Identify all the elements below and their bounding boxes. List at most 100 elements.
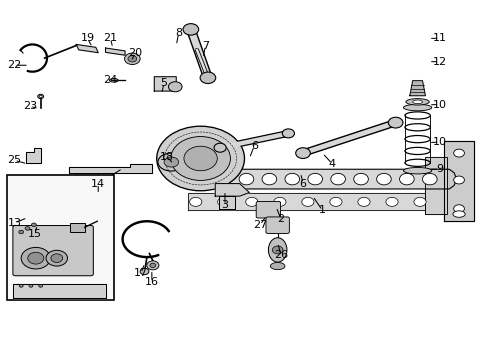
Ellipse shape (158, 153, 184, 171)
Text: 16: 16 (144, 277, 159, 287)
Ellipse shape (353, 174, 367, 185)
Text: 18: 18 (159, 152, 173, 162)
Ellipse shape (168, 82, 182, 92)
Text: 11: 11 (432, 33, 446, 43)
Polygon shape (13, 284, 105, 298)
Ellipse shape (124, 53, 140, 64)
Text: 3: 3 (221, 200, 228, 210)
FancyBboxPatch shape (265, 217, 289, 233)
Bar (70, 223, 84, 232)
Ellipse shape (39, 95, 42, 98)
Polygon shape (424, 157, 446, 214)
Circle shape (157, 126, 244, 191)
Text: 19: 19 (80, 33, 94, 43)
Text: 10: 10 (432, 100, 446, 110)
Ellipse shape (453, 205, 464, 213)
Ellipse shape (150, 263, 156, 267)
Polygon shape (76, 173, 98, 202)
Text: 12: 12 (431, 57, 446, 67)
Polygon shape (215, 184, 249, 196)
Circle shape (183, 146, 217, 171)
Text: 17: 17 (134, 268, 148, 278)
Ellipse shape (399, 174, 413, 185)
Ellipse shape (387, 117, 402, 128)
Ellipse shape (403, 167, 431, 174)
Ellipse shape (31, 223, 36, 226)
Ellipse shape (330, 174, 345, 185)
Ellipse shape (453, 176, 464, 184)
Ellipse shape (412, 100, 422, 104)
Polygon shape (69, 164, 152, 173)
Text: 1: 1 (318, 206, 325, 216)
Ellipse shape (200, 72, 215, 84)
Ellipse shape (82, 184, 91, 190)
Circle shape (21, 247, 50, 269)
Ellipse shape (38, 94, 43, 99)
Text: 13: 13 (7, 218, 21, 228)
Ellipse shape (307, 174, 322, 185)
Polygon shape (188, 169, 456, 189)
FancyBboxPatch shape (256, 202, 280, 218)
Text: 15: 15 (28, 229, 42, 239)
Text: 14: 14 (91, 179, 105, 189)
Polygon shape (105, 48, 125, 55)
Text: 5: 5 (160, 78, 167, 88)
Text: 7: 7 (202, 41, 209, 50)
Ellipse shape (39, 284, 42, 287)
Text: 22: 22 (7, 60, 21, 70)
Ellipse shape (413, 197, 425, 206)
Text: 9: 9 (435, 164, 442, 174)
Ellipse shape (272, 246, 283, 254)
Ellipse shape (282, 129, 294, 138)
Ellipse shape (189, 197, 202, 206)
Ellipse shape (140, 268, 149, 275)
Ellipse shape (214, 143, 226, 152)
Polygon shape (409, 81, 425, 96)
Polygon shape (219, 196, 234, 209)
Ellipse shape (329, 197, 341, 206)
Ellipse shape (295, 148, 310, 158)
Ellipse shape (19, 284, 23, 287)
Ellipse shape (376, 174, 390, 185)
FancyBboxPatch shape (13, 226, 93, 276)
Ellipse shape (109, 78, 118, 82)
Text: 2: 2 (277, 215, 284, 224)
Ellipse shape (193, 174, 207, 185)
Polygon shape (444, 140, 473, 221)
Text: 10: 10 (432, 138, 446, 147)
Polygon shape (26, 148, 41, 163)
Ellipse shape (270, 262, 285, 270)
Ellipse shape (262, 174, 276, 185)
Ellipse shape (357, 197, 369, 206)
Text: 6: 6 (299, 179, 306, 189)
Ellipse shape (19, 230, 23, 234)
Circle shape (170, 136, 230, 180)
Ellipse shape (29, 284, 33, 287)
Ellipse shape (405, 99, 428, 105)
Ellipse shape (422, 174, 436, 185)
Ellipse shape (301, 197, 313, 206)
Polygon shape (188, 193, 424, 211)
Circle shape (46, 250, 67, 266)
Text: 25: 25 (7, 155, 21, 165)
Polygon shape (76, 44, 98, 53)
Circle shape (51, 254, 62, 262)
Text: 23: 23 (23, 102, 37, 112)
Text: 8: 8 (175, 28, 182, 38)
Ellipse shape (453, 149, 464, 157)
Text: 21: 21 (103, 33, 117, 43)
Ellipse shape (239, 174, 253, 185)
Ellipse shape (285, 174, 299, 185)
Ellipse shape (183, 24, 198, 35)
Ellipse shape (25, 226, 30, 230)
Ellipse shape (403, 104, 431, 111)
Ellipse shape (245, 197, 257, 206)
Circle shape (28, 252, 44, 264)
Text: 24: 24 (103, 75, 117, 85)
Ellipse shape (146, 261, 159, 270)
Ellipse shape (452, 211, 464, 217)
Bar (6, 175, 114, 300)
Ellipse shape (216, 174, 230, 185)
Ellipse shape (128, 55, 137, 62)
Polygon shape (154, 77, 176, 91)
